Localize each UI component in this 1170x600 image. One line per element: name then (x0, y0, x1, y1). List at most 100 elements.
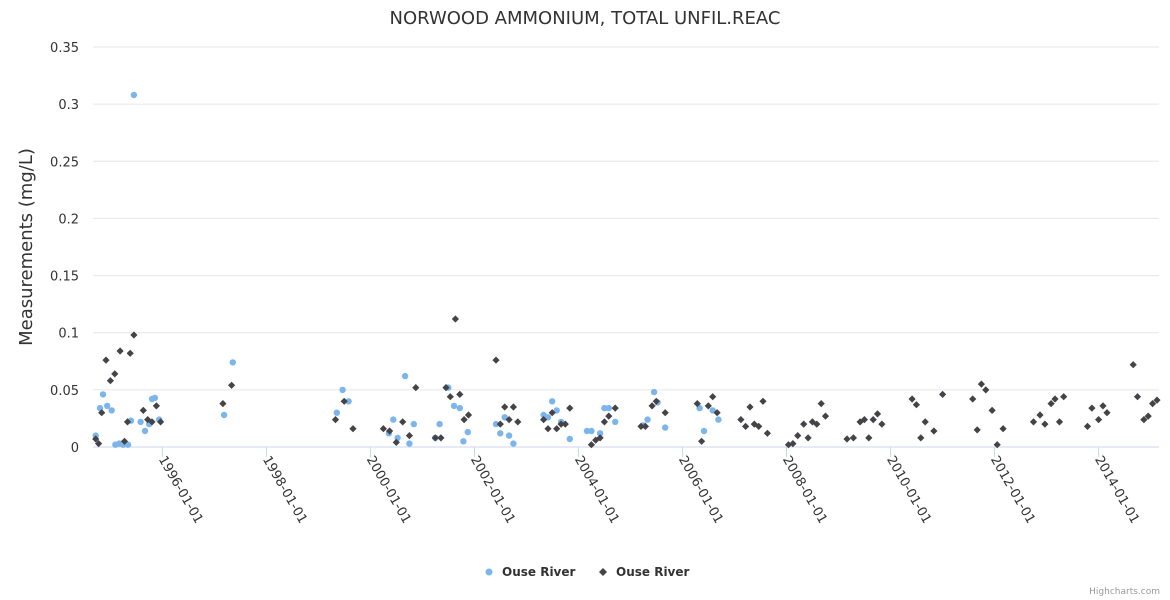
data-point (126, 349, 134, 357)
data-point (1129, 361, 1137, 369)
data-point (698, 437, 706, 445)
data-point (588, 427, 595, 435)
data-point (661, 409, 669, 417)
data-point (1133, 393, 1142, 401)
y-tick-label: 0.15 (50, 270, 79, 285)
data-point (843, 435, 851, 443)
data-point (600, 418, 608, 426)
data-point (750, 420, 758, 428)
data-point (704, 402, 712, 410)
legend-item-series-2[interactable]: Ouse River (599, 565, 690, 579)
data-point (993, 441, 1001, 449)
data-point (144, 416, 152, 424)
data-point (1036, 411, 1044, 419)
y-axis-title: Measurements (mg/L) (16, 148, 37, 346)
series-ouse-river-diamonds (92, 315, 1161, 449)
data-point (596, 430, 604, 437)
y-axis-labels: 0 0.05 0.1 0.15 0.2 0.25 0.3 0.35 (50, 41, 79, 456)
data-point (800, 420, 808, 428)
data-point (456, 404, 463, 412)
data-point (804, 434, 812, 442)
data-point (405, 432, 413, 440)
data-point (450, 402, 458, 410)
data-point (1095, 416, 1103, 424)
data-point (464, 428, 471, 436)
data-point (1140, 416, 1148, 424)
data-point (137, 418, 144, 426)
data-point (509, 403, 517, 411)
y-tick-label: 0.2 (58, 212, 79, 227)
data-point (540, 416, 548, 424)
data-point (611, 404, 619, 412)
data-point (908, 395, 916, 403)
data-point (406, 440, 413, 447)
y-tick-label: 0.05 (50, 384, 79, 399)
data-point (713, 409, 721, 417)
data-point (95, 440, 103, 448)
data-point (1083, 422, 1092, 430)
data-point (386, 427, 394, 435)
data-point (120, 437, 129, 445)
data-point (98, 409, 106, 417)
data-point (151, 394, 159, 402)
data-point (157, 418, 165, 426)
data-point (99, 391, 107, 398)
data-point (442, 384, 450, 392)
data-point (492, 420, 500, 428)
data-point (349, 425, 357, 433)
data-point (917, 434, 925, 442)
data-point (505, 432, 513, 439)
data-point (813, 420, 821, 428)
data-point (789, 440, 797, 448)
data-point (912, 401, 920, 409)
data-point (1099, 402, 1107, 410)
data-point (148, 418, 156, 426)
data-point (219, 400, 227, 408)
data-point (123, 418, 132, 426)
data-point (592, 436, 600, 444)
data-point (345, 398, 352, 405)
credits-link[interactable]: Highcharts.com (1089, 587, 1160, 597)
data-point (92, 435, 100, 443)
data-point (152, 402, 160, 410)
data-point (464, 411, 473, 419)
data-point (412, 384, 420, 392)
data-point (821, 412, 830, 420)
data-point (650, 388, 658, 396)
data-point (849, 434, 857, 442)
data-point (331, 416, 340, 424)
y-tick-label: 0.3 (58, 98, 79, 113)
y-tick-label: 0.1 (58, 327, 79, 342)
data-point (869, 416, 877, 424)
legend-marker-diamond (599, 568, 607, 576)
data-point (921, 418, 929, 426)
legend-item-series-1[interactable]: Ouse River (485, 565, 576, 579)
data-point (544, 425, 552, 433)
data-point (566, 404, 574, 412)
data-point (817, 400, 825, 408)
data-point (860, 416, 868, 424)
data-point (379, 425, 387, 433)
data-point (715, 416, 722, 423)
data-point (709, 393, 717, 401)
data-point (873, 410, 882, 418)
y-tick-label: 0.25 (50, 155, 79, 170)
data-point (755, 422, 763, 430)
data-point (641, 422, 649, 430)
data-point (141, 427, 149, 435)
data-point (339, 386, 346, 394)
data-point (982, 386, 990, 394)
legend-label-series-1: Ouse River (502, 565, 576, 579)
data-point (644, 416, 651, 423)
data-point (340, 397, 348, 405)
data-point (553, 407, 560, 414)
data-point (446, 393, 454, 401)
data-point (460, 438, 467, 445)
data-point (583, 427, 591, 435)
data-point (878, 420, 886, 428)
data-point (1051, 395, 1059, 403)
data-point (561, 420, 569, 428)
data-point (102, 356, 110, 364)
